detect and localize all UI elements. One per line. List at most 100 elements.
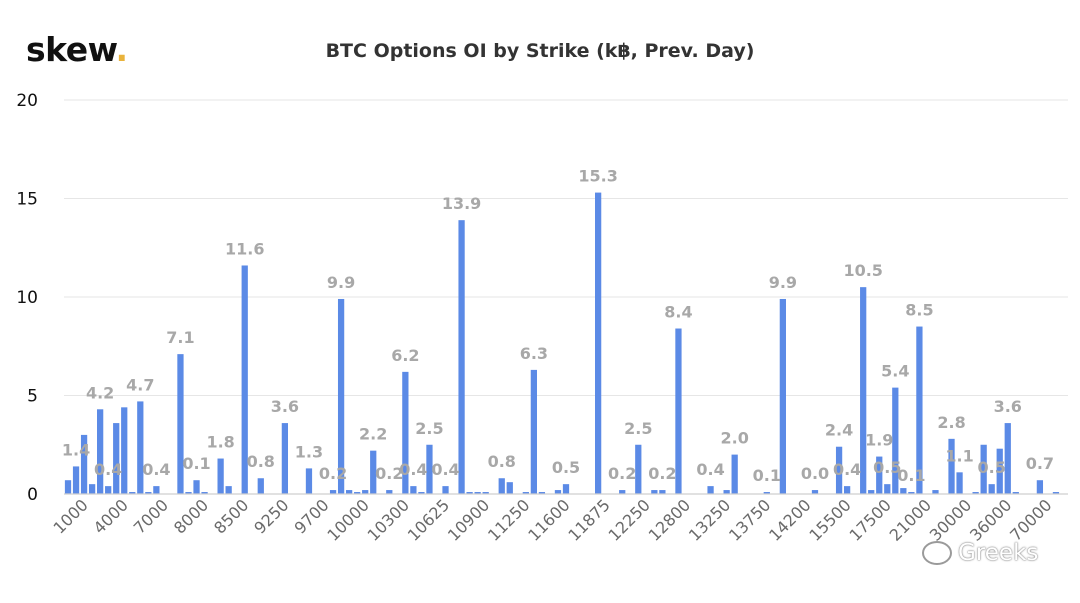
x-tick-label: 30000 <box>926 495 975 544</box>
x-tick-label: 4000 <box>90 495 132 537</box>
bar <box>595 192 602 494</box>
data-label: 1.4 <box>62 440 90 459</box>
bar <box>988 484 995 494</box>
data-label: 0.5 <box>978 458 1006 477</box>
x-tick-label: 1000 <box>50 495 92 537</box>
bar <box>651 490 658 494</box>
bar <box>538 492 546 494</box>
bar <box>843 486 851 494</box>
x-tick-label: 13250 <box>685 495 734 544</box>
data-label: 4.7 <box>126 375 154 394</box>
bar <box>707 486 714 494</box>
x-tick-label: 7000 <box>130 495 172 537</box>
bar <box>410 486 417 494</box>
bar <box>932 490 939 494</box>
bar <box>362 490 369 494</box>
bar <box>498 478 505 494</box>
x-tick-labels: 1000400070008000850092509700100001030010… <box>50 495 1056 544</box>
data-label: 2.4 <box>825 421 853 440</box>
bar <box>201 492 208 494</box>
bar <box>1052 492 1060 494</box>
bar <box>80 434 88 494</box>
x-tick-label: 10000 <box>323 495 372 544</box>
brand-dot: . <box>115 30 128 69</box>
bar <box>763 492 770 494</box>
bar <box>185 492 192 494</box>
data-label: 2.2 <box>359 425 387 444</box>
data-label: 0.2 <box>375 464 403 483</box>
data-label: 11.6 <box>225 239 264 258</box>
bar <box>305 468 313 494</box>
y-tick-label: 20 <box>16 91 38 111</box>
bar <box>1004 423 1011 494</box>
bar <box>522 492 529 494</box>
bar <box>72 466 80 494</box>
y-tick-labels: 0 5 10 15 20 <box>16 91 38 505</box>
data-label: 1.3 <box>295 442 323 461</box>
data-label: 0.2 <box>319 464 347 483</box>
data-label: 2.5 <box>624 419 652 438</box>
data-label: 0.1 <box>753 466 781 485</box>
skew-logo: skew. <box>26 30 128 69</box>
bar <box>105 486 112 494</box>
bar <box>779 298 786 494</box>
y-tick-label: 0 <box>27 485 38 505</box>
data-label: 1.8 <box>206 433 234 452</box>
bar <box>88 484 96 494</box>
bar <box>113 423 120 494</box>
data-label: 8.5 <box>905 301 933 320</box>
data-label: 3.6 <box>271 397 299 416</box>
data-label: 0.0 <box>801 464 829 483</box>
bar <box>731 454 738 494</box>
bar <box>129 492 136 494</box>
bar <box>442 486 449 494</box>
x-tick-label: 8500 <box>210 495 252 537</box>
bars <box>64 192 1060 495</box>
data-labels: 1.4 4.2 0.4 4.7 0.4 7.1 0.1 1.8 11.6 0.8 3.6 1.3 0.2… <box>62 167 1054 485</box>
bar <box>868 490 875 494</box>
data-label: 1.9 <box>865 431 893 450</box>
bar <box>996 448 1003 494</box>
data-label: 5.4 <box>881 362 909 381</box>
y-tick-label: 15 <box>16 190 38 210</box>
x-tick-label: 36000 <box>966 495 1015 544</box>
bar <box>482 492 489 494</box>
bar <box>659 490 666 494</box>
bar <box>329 490 337 494</box>
x-tick-label: 70000 <box>1006 495 1055 544</box>
wechat-icon <box>922 541 952 565</box>
x-tick-label: 14200 <box>765 495 814 544</box>
x-tick-label: 12800 <box>645 495 694 544</box>
data-label: 0.8 <box>247 452 275 471</box>
data-label: 1.1 <box>945 446 973 465</box>
data-label: 7.1 <box>166 328 194 347</box>
bar <box>530 369 537 494</box>
x-tick-label: 10625 <box>404 495 453 544</box>
y-tick-label: 10 <box>16 288 38 308</box>
data-label: 9.9 <box>769 273 797 292</box>
bar <box>723 490 730 494</box>
bar <box>908 492 915 494</box>
bar <box>884 484 891 494</box>
x-tick-label: 11600 <box>524 495 573 544</box>
data-label: 0.2 <box>608 464 636 483</box>
bar <box>97 409 104 494</box>
data-label: 0.4 <box>833 460 861 479</box>
x-tick-label: 10300 <box>364 495 413 544</box>
bar <box>675 328 682 494</box>
bar <box>145 492 152 494</box>
chart-title: BTC Options OI by Strike (k฿, Prev. Day) <box>325 40 755 62</box>
data-label: 0.1 <box>897 466 925 485</box>
data-label: 10.5 <box>843 261 882 280</box>
bar <box>892 387 899 494</box>
bar <box>153 486 160 494</box>
bar <box>948 438 955 494</box>
x-tick-label: 11250 <box>484 495 533 544</box>
data-label: 3.6 <box>994 397 1022 416</box>
watermark-text: Greeks <box>958 540 1039 566</box>
bar <box>980 444 987 494</box>
bar <box>346 490 353 494</box>
data-label: 0.4 <box>94 460 122 479</box>
data-label: 13.9 <box>442 194 481 213</box>
